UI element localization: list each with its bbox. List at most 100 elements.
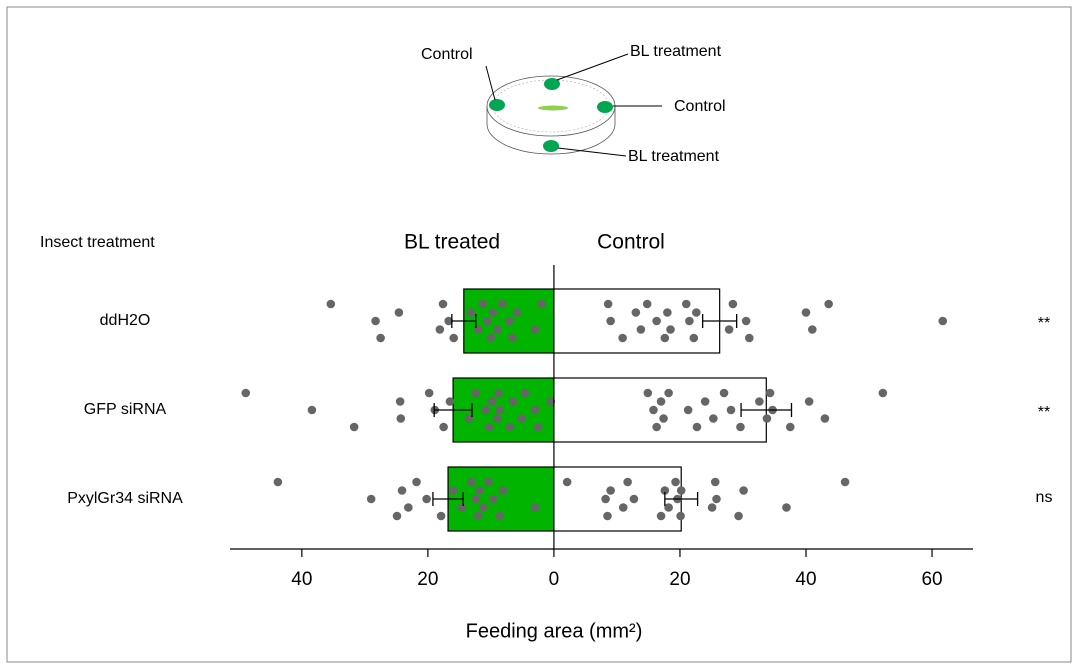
data-point bbox=[504, 316, 514, 326]
data-point bbox=[685, 316, 694, 326]
error-bar bbox=[451, 314, 477, 328]
significance-label: ** bbox=[1038, 315, 1050, 332]
bar bbox=[553, 466, 682, 532]
leaf-disc bbox=[489, 99, 505, 111]
data-point bbox=[530, 405, 540, 415]
data-point bbox=[488, 308, 498, 317]
data-point bbox=[273, 477, 283, 487]
data-point bbox=[631, 308, 641, 317]
data-point bbox=[719, 388, 729, 398]
data-point bbox=[397, 486, 407, 495]
data-point bbox=[804, 397, 814, 406]
data-point bbox=[241, 388, 251, 398]
data-point bbox=[395, 397, 405, 406]
data-point bbox=[508, 397, 518, 406]
data-point bbox=[481, 405, 491, 415]
data-point bbox=[424, 388, 434, 398]
data-point bbox=[938, 316, 948, 326]
data-point bbox=[676, 486, 686, 495]
data-point bbox=[656, 397, 666, 406]
data-point bbox=[801, 308, 811, 317]
data-point bbox=[623, 477, 632, 487]
data-point bbox=[660, 333, 670, 343]
data-point bbox=[700, 397, 710, 406]
data-point bbox=[537, 299, 546, 309]
error-bar bbox=[740, 403, 793, 417]
data-point bbox=[726, 405, 736, 415]
data-point bbox=[467, 477, 476, 487]
data-point bbox=[349, 422, 359, 432]
data-point bbox=[744, 333, 754, 343]
data-point bbox=[492, 414, 502, 423]
data-point bbox=[785, 422, 795, 432]
data-point bbox=[546, 397, 556, 406]
data-point bbox=[664, 388, 673, 398]
data-point bbox=[371, 316, 380, 326]
data-point bbox=[710, 477, 720, 487]
data-point bbox=[689, 333, 699, 343]
data-point bbox=[484, 477, 493, 487]
data-point bbox=[660, 486, 670, 495]
data-point bbox=[489, 494, 498, 504]
data-point bbox=[652, 316, 661, 326]
data-point bbox=[505, 422, 515, 432]
data-point bbox=[326, 299, 336, 309]
data-point bbox=[484, 422, 494, 432]
data-point bbox=[448, 486, 458, 495]
data-point bbox=[486, 333, 496, 343]
data-point bbox=[601, 494, 610, 504]
data-point bbox=[664, 503, 673, 512]
data-point bbox=[736, 422, 745, 432]
data-point bbox=[517, 414, 527, 423]
data-point bbox=[438, 299, 448, 309]
data-point bbox=[394, 308, 404, 317]
data-point bbox=[497, 299, 507, 309]
significance-label: ** bbox=[1038, 404, 1050, 421]
data-point bbox=[692, 308, 701, 317]
data-point bbox=[642, 299, 652, 309]
diagram-label: Control bbox=[674, 98, 726, 115]
data-point bbox=[629, 494, 639, 504]
significance-label: ns bbox=[1036, 489, 1053, 506]
data-point bbox=[683, 405, 693, 415]
data-point bbox=[471, 494, 481, 504]
dish-diagram: Control BL treatment Control BL treatmen… bbox=[421, 43, 726, 165]
data-point bbox=[636, 325, 646, 334]
category-label: ddH2O bbox=[100, 312, 151, 329]
data-point bbox=[666, 325, 675, 334]
data-point bbox=[765, 388, 775, 398]
data-point bbox=[692, 422, 702, 432]
data-point bbox=[709, 414, 718, 423]
x-tick-label: 60 bbox=[921, 569, 942, 590]
data-point bbox=[436, 511, 446, 521]
data-point bbox=[728, 299, 738, 309]
data-point bbox=[445, 397, 455, 406]
data-point bbox=[495, 511, 505, 521]
diagram-label: Control bbox=[421, 46, 473, 63]
data-point bbox=[457, 503, 467, 512]
x-tick-label: 40 bbox=[795, 569, 816, 590]
data-point bbox=[681, 299, 691, 309]
x-tick-label: 20 bbox=[669, 569, 690, 590]
data-point bbox=[878, 388, 888, 398]
data-point bbox=[762, 414, 772, 423]
data-point bbox=[439, 422, 448, 432]
x-tick-label: 20 bbox=[417, 569, 438, 590]
data-point bbox=[824, 299, 833, 309]
data-point bbox=[487, 397, 497, 406]
data-point bbox=[412, 477, 421, 487]
data-point bbox=[659, 414, 668, 423]
diagram-label: BL treatment bbox=[628, 148, 720, 165]
data-point bbox=[498, 486, 508, 495]
data-point bbox=[533, 422, 543, 432]
data-point bbox=[712, 494, 721, 504]
data-point bbox=[782, 503, 791, 512]
data-point bbox=[741, 316, 751, 326]
data-point bbox=[603, 299, 613, 309]
data-point bbox=[492, 325, 502, 334]
leaf-disc bbox=[597, 101, 613, 113]
data-point bbox=[724, 325, 734, 334]
leaf-disc bbox=[543, 140, 559, 152]
data-point bbox=[606, 316, 615, 326]
